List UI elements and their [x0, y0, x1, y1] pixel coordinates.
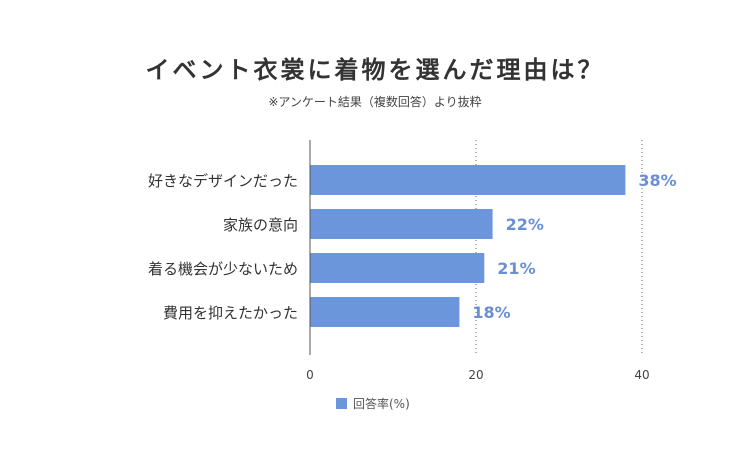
chart-title: イベント衣裳に着物を選んだ理由は？ — [145, 56, 605, 84]
category-label: 家族の意向 — [223, 216, 298, 234]
bar — [310, 253, 485, 283]
category-label: 着る機会が少ないため — [148, 260, 298, 278]
bar — [310, 209, 493, 239]
x-tick-label: 40 — [634, 368, 649, 382]
chart-subtitle: ※アンケート結果（複数回答）より抜粋 — [268, 95, 482, 109]
bar-value-label: 18% — [472, 303, 510, 322]
bar-value-label: 38% — [638, 171, 676, 190]
x-tick-label: 20 — [468, 368, 483, 382]
legend: 回答率(%) — [336, 395, 410, 412]
bar — [310, 165, 626, 195]
x-tick-label: 0 — [306, 368, 314, 382]
legend-swatch — [336, 398, 347, 409]
bar — [310, 297, 460, 327]
bar-value-label: 21% — [497, 259, 535, 278]
bar-value-label: 22% — [506, 215, 544, 234]
category-label: 費用を抑えたかった — [163, 304, 298, 322]
legend-label: 回答率(%) — [353, 397, 410, 411]
category-label: 好きなデザインだった — [148, 172, 298, 190]
